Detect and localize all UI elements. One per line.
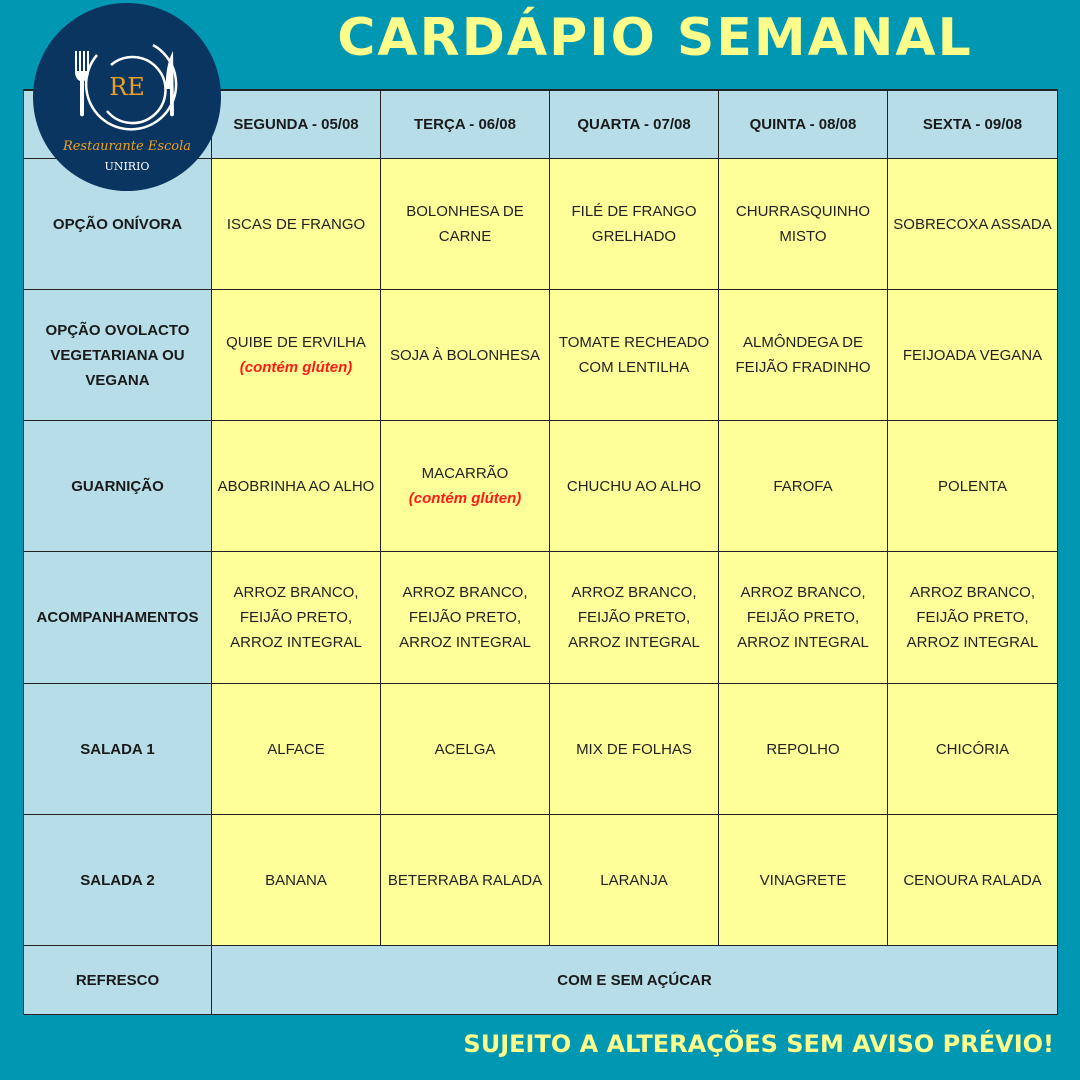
menu-cell: FILÉ DE FRANGO GRELHADO [550,159,719,290]
menu-cell: ARROZ BRANCO, FEIJÃO PRETO, ARROZ INTEGR… [381,552,550,684]
dish-name: MIX DE FOLHAS [576,740,692,758]
menu-cell: ARROZ BRANCO, FEIJÃO PRETO, ARROZ INTEGR… [719,552,888,684]
dish-name: ARROZ BRANCO, FEIJÃO PRETO, ARROZ INTEGR… [906,584,1039,651]
dish-name: ALMÔNDEGA DE FEIJÃO FRADINHO [735,334,871,376]
menu-cell: TOMATE RECHEADO COM LENTILHA [550,290,719,421]
dish-name: ARROZ BRANCO, FEIJÃO PRETO, ARROZ INTEGR… [399,584,531,651]
menu-cell: BOLONHESA DE CARNE [381,159,550,290]
menu-cell: REPOLHO [719,684,888,815]
day-header: SEXTA - 09/08 [888,91,1058,159]
logo-initials: RE [109,73,145,101]
menu-cell: FEIJOADA VEGANA [888,290,1058,421]
refresco-value: COM E SEM AÇÚCAR [212,946,1058,1015]
menu-cell: POLENTA [888,421,1058,552]
menu-cell: ABOBRINHA AO ALHO [212,421,381,552]
day-header: QUINTA - 08/08 [719,91,888,159]
menu-cell: ARROZ BRANCO, FEIJÃO PRETO, ARROZ INTEGR… [888,552,1058,684]
menu-cell: CHUCHU AO ALHO [550,421,719,552]
menu-cell: ALFACE [212,684,381,815]
disclaimer: SUJEITO A ALTERAÇÕES SEM AVISO PRÉVIO! [463,1030,1054,1058]
row-label: GUARNIÇÃO [24,421,212,552]
dish-name: FEIJOADA VEGANA [902,346,1043,364]
page-title: CARDÁPIO SEMANAL [337,8,973,68]
menu-cell: ISCAS DE FRANGO [212,159,381,290]
dish-name: CHURRASQUINHO MISTO [735,203,871,245]
dish-name: FAROFA [773,477,833,495]
dish-name: ISCAS DE FRANGO [226,215,366,233]
menu-cell: MACARRÃO (contém glúten) [381,421,550,552]
logo-institution: UNIRIO [105,160,150,173]
menu-cell: BANANA [212,815,381,946]
menu-cell: MIX DE FOLHAS [550,684,719,815]
dish-name: BETERRABA RALADA [387,871,543,889]
dish-name: BANANA [265,871,327,889]
restaurant-logo: RE Restaurante Escola UNIRIO [33,3,221,191]
menu-cell: ACELGA [381,684,550,815]
dish-name: BOLONHESA DE CARNE [406,203,524,245]
menu-cell: CHURRASQUINHO MISTO [719,159,888,290]
menu-cell: SOBRECOXA ASSADA [888,159,1058,290]
menu-cell: ARROZ BRANCO, FEIJÃO PRETO, ARROZ INTEGR… [212,552,381,684]
dish-name: CHUCHU AO ALHO [566,477,702,495]
gluten-warning: (contém glúten) [239,359,353,376]
menu-cell: CENOURA RALADA [888,815,1058,946]
menu-cell: SOJA À BOLONHESA [381,290,550,421]
dish-name: ARROZ BRANCO, FEIJÃO PRETO, ARROZ INTEGR… [230,584,362,651]
dish-name: POLENTA [938,477,1007,495]
dish-name: ARROZ BRANCO, FEIJÃO PRETO, ARROZ INTEGR… [737,584,869,651]
dish-name: CENOURA RALADA [903,871,1042,889]
row-label: SALADA 2 [24,815,212,946]
dish-name: LARANJA [600,871,668,889]
menu-cell: BETERRABA RALADA [381,815,550,946]
row-label: ACOMPANHAMENTOS [24,552,212,684]
gluten-warning: (contém glúten) [408,490,522,507]
dish-name: SOBRECOXA ASSADA [893,215,1052,233]
plate-cutlery-icon: RE Restaurante Escola UNIRIO [62,43,191,173]
dish-name: ARROZ BRANCO, FEIJÃO PRETO, ARROZ INTEGR… [568,584,700,651]
dish-name: FILÉ DE FRANGO GRELHADO [571,203,697,245]
dish-name: ABOBRINHA AO ALHO [217,477,375,495]
menu-cell: LARANJA [550,815,719,946]
dish-name: TOMATE RECHEADO COM LENTILHA [558,334,710,376]
row-label: SALADA 1 [24,684,212,815]
day-header: QUARTA - 07/08 [550,91,719,159]
day-header: SEGUNDA - 05/08 [212,91,381,159]
menu-table: SEGUNDA - 05/08 TERÇA - 06/08 QUARTA - 07/… [23,89,1058,1015]
logo-name: Restaurante Escola [62,139,191,154]
dish-name: CHICÓRIA [935,740,1010,758]
dish-name: QUIBE DE ERVILHA [226,334,366,351]
dish-name: REPOLHO [766,740,840,758]
menu-cell: FAROFA [719,421,888,552]
menu-cell: ARROZ BRANCO, FEIJÃO PRETO, ARROZ INTEGR… [550,552,719,684]
day-header: TERÇA - 06/08 [381,91,550,159]
dish-name: ACELGA [434,740,496,758]
dish-name: MACARRÃO [421,465,509,482]
dish-name: VINAGRETE [759,871,847,889]
dish-name: ALFACE [267,740,325,758]
menu-cell: VINAGRETE [719,815,888,946]
refresco-label: REFRESCO [24,946,212,1015]
menu-cell: CHICÓRIA [888,684,1058,815]
dish-name: SOJA À BOLONHESA [389,346,541,364]
menu-cell: ALMÔNDEGA DE FEIJÃO FRADINHO [719,290,888,421]
row-label: OPÇÃO OVOLACTO VEGETARIANA OU VEGANA [24,290,212,421]
menu-cell: QUIBE DE ERVILHA (contém glúten) [212,290,381,421]
